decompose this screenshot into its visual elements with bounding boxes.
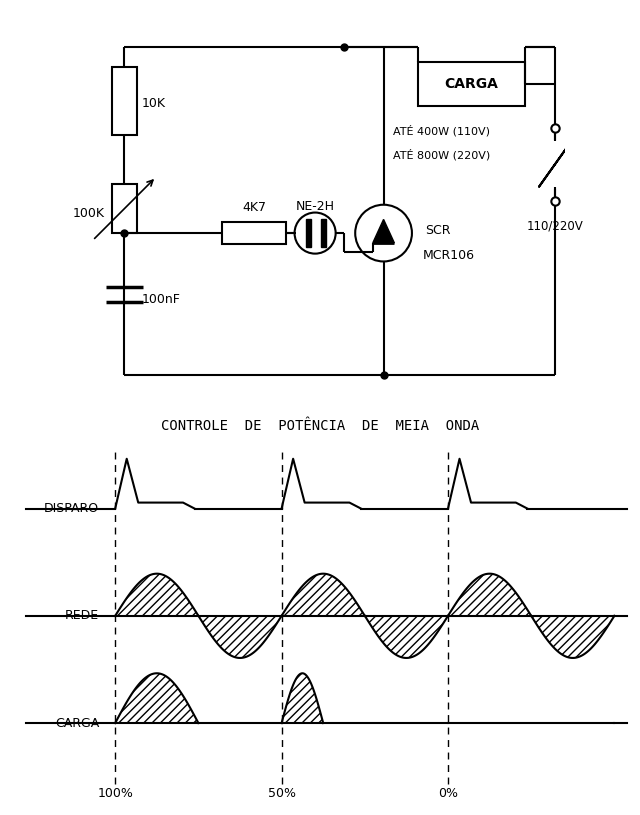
Text: DISPARO: DISPARO: [44, 502, 99, 515]
FancyBboxPatch shape: [112, 67, 136, 135]
Bar: [321, 219, 326, 247]
Text: 100nF: 100nF: [141, 293, 180, 306]
Text: 100K: 100K: [73, 207, 105, 220]
Text: ATÉ 400W (110V): ATÉ 400W (110V): [394, 125, 490, 136]
FancyBboxPatch shape: [222, 222, 286, 244]
FancyBboxPatch shape: [418, 62, 525, 106]
Text: REDE: REDE: [65, 610, 99, 623]
Text: CONTROLE  DE  POTÊNCIA  DE  MEIA  ONDA: CONTROLE DE POTÊNCIA DE MEIA ONDA: [161, 419, 479, 434]
Text: 0%: 0%: [438, 787, 458, 800]
Text: ATÉ 800W (220V): ATÉ 800W (220V): [394, 149, 491, 161]
Text: MCR106: MCR106: [422, 249, 475, 262]
FancyBboxPatch shape: [112, 184, 136, 233]
Text: 110/220V: 110/220V: [526, 219, 583, 232]
Text: 50%: 50%: [268, 787, 296, 800]
Text: 100%: 100%: [97, 787, 133, 800]
Polygon shape: [373, 219, 394, 243]
Text: CARGA: CARGA: [55, 716, 99, 729]
Bar: [306, 219, 311, 247]
Text: NE-2H: NE-2H: [296, 200, 335, 213]
Text: 4K7: 4K7: [242, 201, 266, 214]
Text: CARGA: CARGA: [445, 77, 499, 91]
Text: SCR: SCR: [425, 224, 451, 237]
Text: 10K: 10K: [141, 97, 166, 110]
